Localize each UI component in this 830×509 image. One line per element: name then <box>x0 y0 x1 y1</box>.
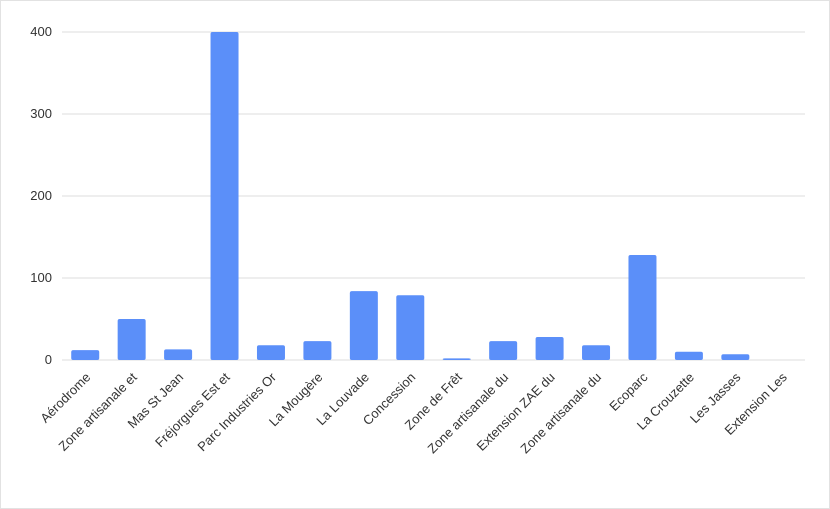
y-tick-label: 400 <box>30 24 52 39</box>
bar <box>535 337 564 360</box>
y-tick-label: 0 <box>45 352 52 367</box>
bar <box>442 358 471 360</box>
bar <box>117 319 146 360</box>
bar <box>674 351 703 360</box>
bar <box>303 341 332 360</box>
bar <box>721 354 750 360</box>
bar <box>489 341 518 360</box>
bar <box>582 345 611 360</box>
bar <box>164 349 193 360</box>
bar <box>396 295 425 360</box>
y-tick-label: 300 <box>30 106 52 121</box>
bar <box>256 345 285 360</box>
bar <box>628 255 657 360</box>
bar <box>210 32 239 360</box>
y-tick-label: 100 <box>30 270 52 285</box>
y-tick-label: 200 <box>30 188 52 203</box>
bar <box>349 291 378 360</box>
bar <box>71 350 100 360</box>
